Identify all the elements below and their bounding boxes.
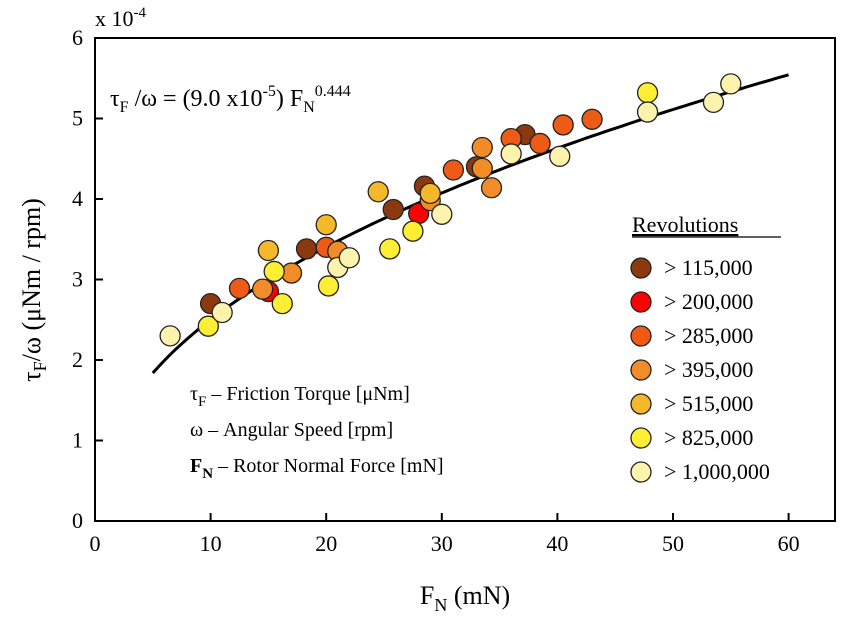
- legend-marker: [630, 393, 652, 415]
- data-point: [257, 239, 280, 262]
- legend-marker: [630, 461, 652, 483]
- data-point: [228, 277, 251, 300]
- y-axis: 0 1 2 3 4 5 6: [72, 25, 103, 533]
- legend-label: > 395,000: [664, 357, 753, 382]
- data-point: [636, 82, 659, 104]
- data-points: [159, 73, 742, 347]
- data-point: [379, 238, 401, 260]
- definition-angular-speed: ω – Angular Speed [rpm]: [190, 419, 393, 441]
- legend-marker: [630, 257, 652, 279]
- legend-label: > 825,000: [664, 425, 753, 450]
- legend-label: > 1,000,000: [664, 459, 770, 484]
- x-tick-label: 50: [662, 531, 684, 556]
- y-axis-title: τF/ω (μNm / rpm): [17, 198, 50, 382]
- legend-marker: [630, 291, 652, 313]
- x-tick-label: 0: [90, 531, 101, 556]
- data-point: [720, 73, 742, 95]
- data-point: [552, 114, 574, 136]
- data-point: [367, 181, 389, 203]
- data-point: [500, 143, 522, 165]
- x-axis: 0 10 20 30 40 50 60: [90, 513, 800, 556]
- legend-label: > 200,000: [664, 289, 753, 314]
- definitions: τF – Friction Torque [μNm] ω – Angular S…: [190, 383, 444, 482]
- legend-label: > 115,000: [664, 255, 753, 280]
- data-point: [197, 315, 219, 337]
- y-tick-label: 4: [72, 186, 83, 211]
- x-tick-label: 40: [546, 531, 568, 556]
- y-tick-label: 3: [72, 267, 83, 292]
- data-point: [702, 91, 725, 114]
- data-point: [159, 325, 181, 347]
- data-point: [317, 275, 340, 297]
- y-multiplier: x 10-4: [95, 5, 146, 31]
- data-point: [419, 182, 441, 205]
- x-tick-label: 10: [200, 531, 222, 556]
- data-point: [338, 247, 360, 269]
- legend-items: > 115,000 > 200,000 > 285,000 > 395,000 > 51…: [630, 255, 770, 484]
- y-tick-label: 2: [72, 347, 83, 372]
- data-point: [581, 108, 603, 130]
- data-point: [295, 238, 318, 260]
- y-tick-label: 1: [72, 428, 83, 453]
- y-tick-label: 5: [72, 106, 83, 131]
- legend-marker: [630, 359, 652, 381]
- legend-label: > 285,000: [664, 323, 753, 348]
- y-tick-label: 6: [72, 25, 83, 50]
- x-tick-label: 20: [315, 531, 337, 556]
- legend-marker: [630, 427, 652, 449]
- data-point: [263, 260, 285, 283]
- data-point: [211, 301, 233, 324]
- data-point: [480, 177, 503, 199]
- x-axis-title: FN (mN): [420, 581, 510, 615]
- fit-equation: τF /ω = (9.0 x10-5) FN0.444: [110, 83, 351, 116]
- data-point: [549, 145, 571, 167]
- data-point: [271, 292, 293, 315]
- legend: Revolutions > 115,000> 200,000> 285,000>…: [630, 212, 781, 484]
- y-tick-label: 0: [72, 508, 83, 533]
- data-point: [315, 214, 337, 236]
- data-point: [529, 132, 551, 155]
- legend-marker: [630, 325, 652, 347]
- data-point: [402, 220, 424, 242]
- data-point: [471, 157, 493, 180]
- data-point: [636, 101, 659, 123]
- legend-title: Revolutions: [632, 212, 738, 237]
- data-point: [382, 198, 404, 221]
- definition-normal-force: FN – Rotor Normal Force [mN]: [190, 455, 444, 482]
- data-point: [431, 203, 453, 225]
- definition-friction-torque: τF – Friction Torque [μNm]: [190, 383, 410, 410]
- x-tick-label: 60: [778, 531, 800, 556]
- data-point: [442, 159, 465, 181]
- legend-label: > 515,000: [664, 391, 753, 416]
- x-tick-label: 30: [431, 531, 453, 556]
- data-point: [471, 136, 493, 159]
- data-point: [251, 278, 274, 300]
